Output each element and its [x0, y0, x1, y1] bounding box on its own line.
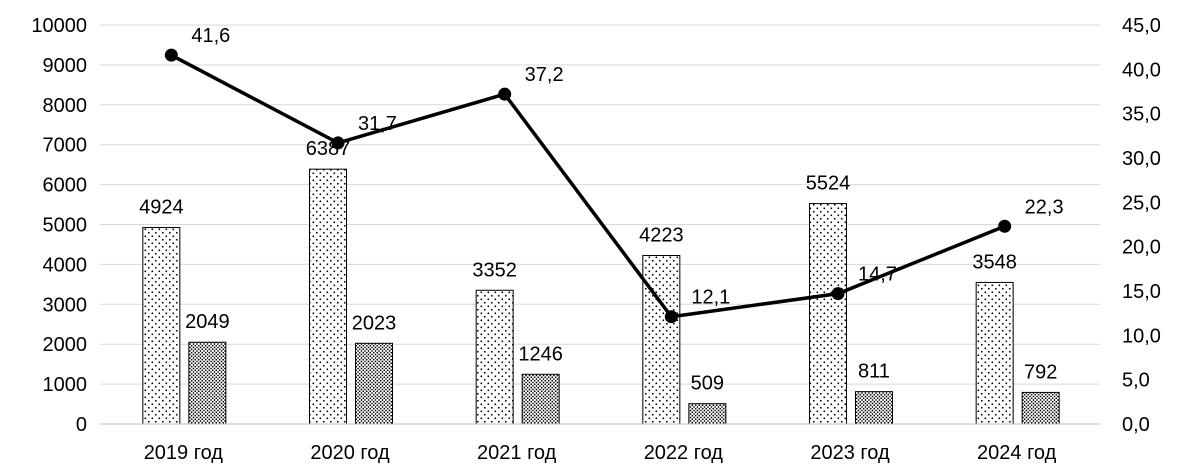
- bar-value-label: 1246: [518, 343, 563, 365]
- left-tick-label: 4000: [43, 254, 88, 276]
- line-value-label: 41,6: [191, 25, 230, 47]
- right-tick-label: 40,0: [1122, 59, 1161, 81]
- line-value-label: 14,7: [858, 264, 897, 286]
- bar-value-label: 6387: [306, 138, 351, 160]
- left-tick-label: 7000: [43, 135, 88, 157]
- right-tick-label: 30,0: [1122, 148, 1161, 170]
- category-label: 2024 год: [977, 442, 1057, 464]
- right-tick-label: 45,0: [1122, 15, 1161, 37]
- bar-value-label: 2049: [185, 311, 230, 333]
- left-tick-label: 9000: [43, 55, 88, 77]
- bar-series-2: [521, 373, 560, 425]
- line-value-label: 31,7: [358, 113, 397, 135]
- left-tick-label: 0: [76, 414, 87, 436]
- line-point-marker: [831, 287, 845, 301]
- bar-series-2: [688, 403, 727, 425]
- category-label: 2021 год: [477, 442, 557, 464]
- gridlines: [100, 24, 1100, 425]
- bar-series-1: [975, 281, 1014, 425]
- bar-series-1: [809, 203, 847, 425]
- right-tick-label: 25,0: [1122, 192, 1161, 214]
- line-point-marker: [998, 219, 1012, 233]
- bar-value-label: 3548: [972, 251, 1017, 273]
- bars: [142, 168, 1060, 425]
- line-value-label: 12,1: [691, 287, 730, 309]
- category-label: 2019 год: [144, 442, 224, 464]
- bar-value-label: 2023: [352, 312, 397, 334]
- bar-series-2: [855, 391, 893, 425]
- right-tick-label: 15,0: [1122, 281, 1161, 303]
- left-tick-label: 3000: [43, 294, 88, 316]
- bar-value-label: 4924: [139, 197, 184, 219]
- left-tick-label: 5000: [43, 215, 88, 237]
- bar-series-2: [1021, 391, 1060, 425]
- bar-value-label: 3352: [472, 259, 517, 281]
- data-labels: 4924 6387 3352 4223 5524 3548 2049 2023 1246 509 8…: [139, 25, 1064, 395]
- axes: 0 1000 2000 3000 4000 5000 6000 7000 8000 9000 100…: [31, 15, 1161, 464]
- line-series: [164, 48, 1012, 324]
- bar-series-2: [355, 342, 393, 425]
- bar-value-label: 792: [1024, 361, 1057, 383]
- bar-value-label: 4223: [639, 225, 684, 247]
- left-tick-label: 6000: [43, 175, 88, 197]
- line-series-path: [170, 53, 1006, 319]
- bar-series-1: [475, 289, 514, 425]
- bar-value-label: 509: [691, 373, 724, 395]
- line-value-label: 22,3: [1025, 196, 1064, 218]
- line-point-marker: [164, 48, 178, 62]
- line-point-marker: [498, 87, 512, 101]
- bar-series-1: [142, 227, 181, 425]
- bar-value-label: 5524: [806, 173, 851, 195]
- line-point-marker: [331, 136, 345, 150]
- left-tick-label: 2000: [43, 334, 88, 356]
- line-point-marker: [664, 310, 678, 324]
- right-tick-label: 10,0: [1122, 325, 1161, 347]
- bar-series-1: [642, 255, 681, 425]
- left-tick-label: 10000: [31, 15, 87, 37]
- right-tick-label: 35,0: [1122, 104, 1161, 126]
- bar-series-2: [188, 341, 227, 425]
- left-tick-label: 1000: [43, 374, 88, 396]
- right-tick-label: 5,0: [1122, 370, 1150, 392]
- line-value-label: 37,2: [525, 64, 564, 86]
- bar-value-label: 811: [858, 361, 890, 383]
- category-label: 2023 год: [810, 442, 890, 464]
- right-tick-label: 20,0: [1122, 237, 1161, 259]
- left-tick-label: 8000: [43, 95, 88, 117]
- category-label: 2020 год: [310, 442, 390, 464]
- category-label: 2022 год: [644, 442, 724, 464]
- right-tick-label: 0,0: [1122, 414, 1150, 436]
- bar-series-1: [309, 168, 347, 425]
